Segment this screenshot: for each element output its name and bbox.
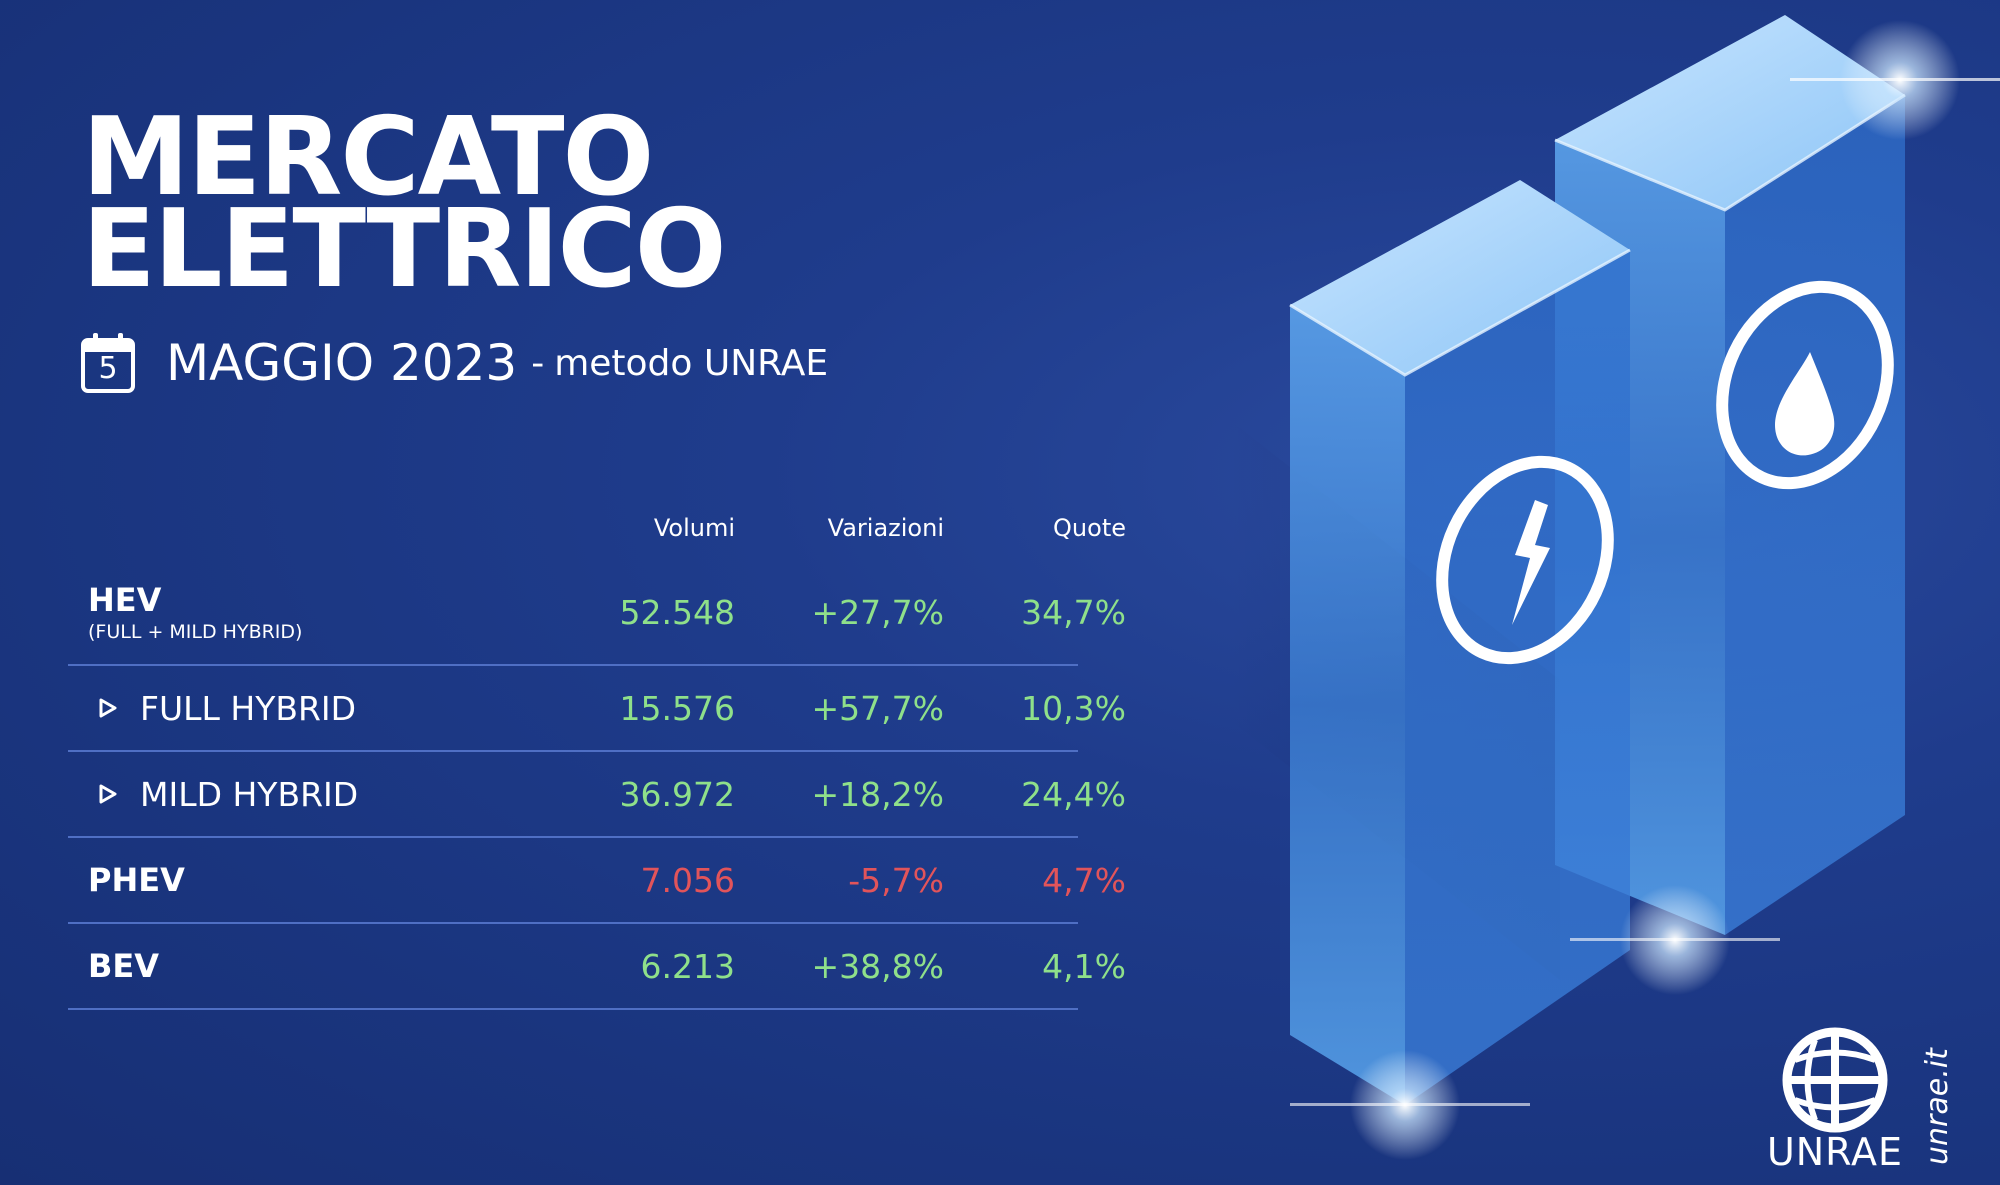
table-header: Volumi Variazioni Quote bbox=[68, 500, 1126, 560]
cell-volumi: 7.056 bbox=[640, 860, 735, 900]
table-row-phev: PHEV 7.056 -5,7% 4,7% bbox=[68, 838, 1126, 924]
calendar-icon: 5 bbox=[80, 332, 136, 394]
cell-quote: 10,3% bbox=[1021, 688, 1126, 728]
method-label: metodo UNRAE bbox=[554, 342, 829, 384]
fuel-drop-icon bbox=[1716, 280, 1894, 490]
right-pillar-side bbox=[1725, 95, 1905, 935]
row-label: MILD HYBRID bbox=[140, 774, 359, 814]
cell-variazioni: +38,8% bbox=[811, 946, 944, 986]
cell-variazioni: +27,7% bbox=[811, 592, 944, 632]
triangle-right-icon bbox=[99, 698, 117, 718]
cell-volumi: 15.576 bbox=[619, 688, 735, 728]
row-label: BEV bbox=[88, 947, 160, 985]
cell-variazioni: -5,7% bbox=[848, 860, 944, 900]
table-row-mild-hybrid: MILD HYBRID 36.972 +18,2% 24,4% bbox=[68, 752, 1126, 838]
cell-volumi: 6.213 bbox=[640, 946, 735, 986]
cell-quote: 4,1% bbox=[1042, 946, 1126, 986]
pillars-illustration bbox=[1230, 15, 2000, 1160]
page-title: MERCATO ELETTRICO bbox=[82, 95, 727, 312]
row-sublabel: (FULL + MILD HYBRID) bbox=[88, 621, 303, 643]
unrae-logo bbox=[1782, 1027, 1888, 1133]
subtitle-separator: - bbox=[531, 342, 545, 384]
title-line-1: MERCATO bbox=[82, 95, 654, 220]
table-row-bev: BEV 6.213 +38,8% 4,1% bbox=[68, 924, 1126, 1010]
cell-quote: 34,7% bbox=[1021, 592, 1126, 632]
cell-variazioni: +18,2% bbox=[811, 774, 944, 814]
market-table: Volumi Variazioni Quote HEV (FULL + MILD… bbox=[68, 500, 1126, 1010]
header-volumi: Volumi bbox=[653, 514, 735, 542]
row-label: HEV bbox=[88, 581, 162, 619]
header-quote: Quote bbox=[1053, 514, 1126, 542]
period-label: MAGGIO 2023 bbox=[166, 334, 518, 392]
cell-variazioni: +57,7% bbox=[811, 688, 944, 728]
subtitle: 5 MAGGIO 2023 - metodo UNRAE bbox=[80, 328, 828, 398]
cell-quote: 24,4% bbox=[1021, 774, 1126, 814]
cell-quote: 4,7% bbox=[1042, 860, 1126, 900]
right-pillar-top bbox=[1555, 15, 1905, 210]
website-link[interactable]: unrae.it bbox=[1920, 1048, 1955, 1165]
cell-volumi: 36.972 bbox=[619, 774, 735, 814]
title-line-2: ELETTRICO bbox=[82, 187, 727, 312]
left-pillar-side bbox=[1405, 250, 1630, 1105]
table-row-hev: HEV (FULL + MILD HYBRID) 52.548 +27,7% 3… bbox=[68, 560, 1126, 666]
row-label: PHEV bbox=[88, 861, 185, 899]
logo-text: UNRAE bbox=[1766, 1130, 1904, 1174]
table-row-full-hybrid: FULL HYBRID 15.576 +57,7% 10,3% bbox=[68, 666, 1126, 752]
left-pillar-top bbox=[1290, 180, 1630, 375]
row-label: FULL HYBRID bbox=[140, 688, 357, 728]
header-variazioni: Variazioni bbox=[827, 514, 944, 542]
triangle-right-icon bbox=[99, 784, 117, 804]
calendar-day: 5 bbox=[98, 351, 118, 386]
left-pillar-front bbox=[1290, 305, 1405, 1105]
cell-volumi: 52.548 bbox=[619, 592, 735, 632]
lightning-icon bbox=[1436, 455, 1614, 665]
